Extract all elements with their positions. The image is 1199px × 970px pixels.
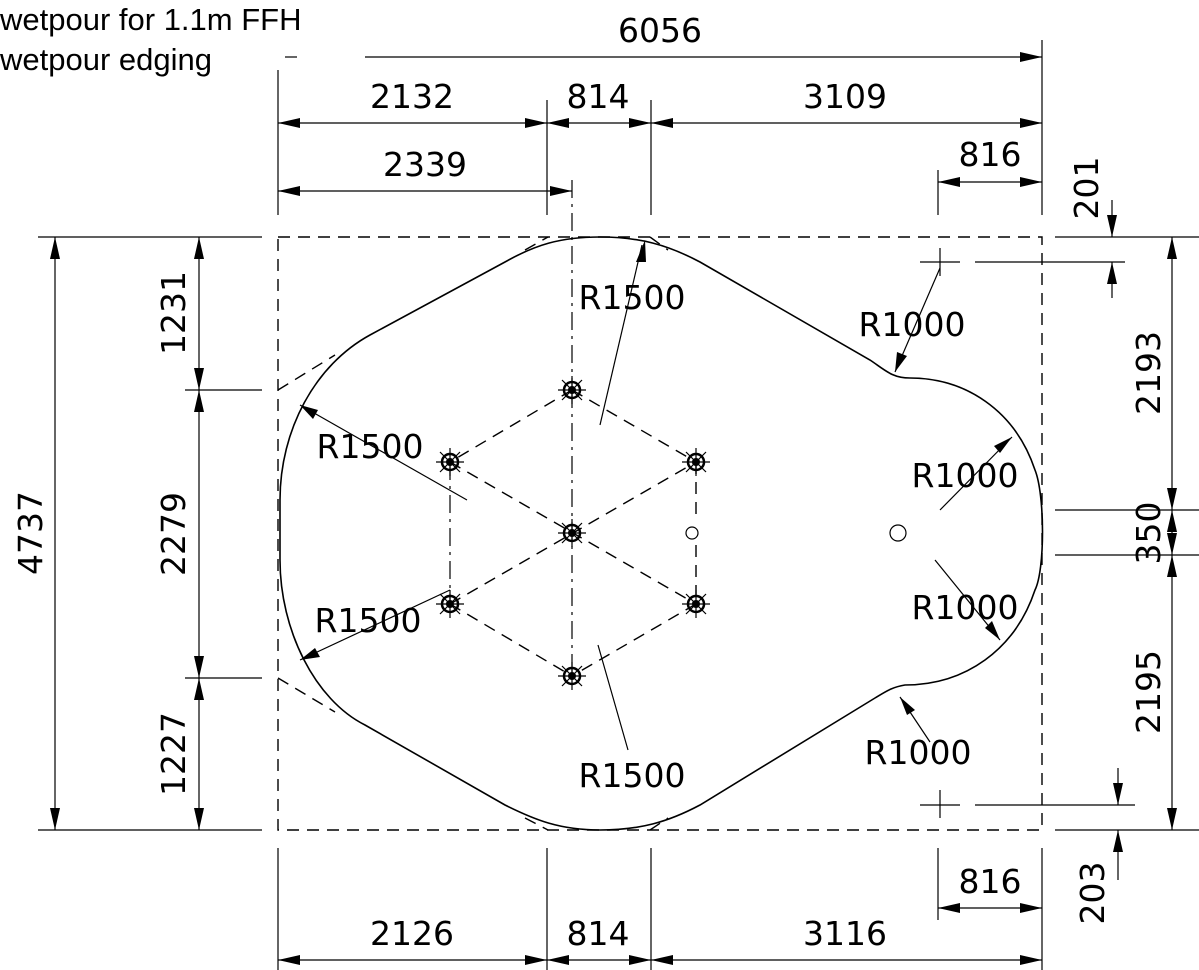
- dim-right-top: 2193: [1129, 331, 1168, 415]
- dim-top-left: 2132: [370, 77, 454, 116]
- radius-right-bottom: R1000: [865, 733, 972, 772]
- dim-top-right-offset: 816: [959, 135, 1022, 174]
- dim-left-mid: 2279: [154, 492, 193, 576]
- construction-line: [277, 677, 336, 713]
- radius-leaders: [299, 240, 1013, 751]
- dim-left-overall: 4737: [11, 491, 50, 575]
- note-wetpour-edging: wetpour edging: [0, 42, 212, 77]
- radius-bottom-center: R1500: [579, 756, 686, 795]
- top-right-vertical-dimension: [975, 200, 1199, 298]
- construction-line: [277, 354, 336, 391]
- post-upper-left: [434, 446, 466, 478]
- dim-bottom-right-vertical: 203: [1073, 862, 1112, 925]
- construction-line: [649, 817, 669, 831]
- small-post-circle: [685, 526, 699, 540]
- dim-bottom-right-offset: 816: [959, 862, 1022, 901]
- note-wetpour-ffh: wetpour for 1.1m FFH: [0, 2, 301, 37]
- dim-left-bottom: 1227: [154, 712, 193, 796]
- radius-right-upper: R1000: [912, 456, 1019, 495]
- frame-lines: [449, 180, 697, 677]
- post-top: [556, 374, 588, 406]
- bottom-dimensions: [277, 848, 1043, 970]
- dim-bottom-right: 3116: [803, 914, 887, 953]
- dim-top-center-offset: 2339: [383, 145, 467, 184]
- center-point-circle: [889, 524, 907, 542]
- post-center: [556, 517, 588, 549]
- dim-top-right-vertical: 201: [1067, 157, 1106, 220]
- dim-right-mid: 350: [1129, 502, 1168, 565]
- left-dimensions: [38, 236, 262, 831]
- post-lower-right: [680, 588, 712, 620]
- radius-top-center: R1500: [579, 278, 686, 317]
- bottom-right-vertical-dimension: [975, 768, 1135, 880]
- construction-line: [524, 236, 549, 251]
- radius-left-lower: R1500: [315, 601, 422, 640]
- construction-line: [649, 236, 669, 251]
- dim-bottom-mid: 814: [567, 914, 630, 953]
- construction-line: [524, 817, 549, 831]
- dim-left-top: 1231: [154, 271, 193, 355]
- dim-top-mid: 814: [567, 77, 630, 116]
- dim-top-right: 3109: [803, 77, 887, 116]
- wetpour-outline: [279, 236, 1044, 831]
- dim-right-bottom: 2195: [1129, 650, 1168, 734]
- top-dimensions: [277, 40, 1043, 215]
- right-dimensions: [1055, 237, 1199, 831]
- dim-overall-width: 6056: [618, 11, 702, 50]
- radius-right-lower: R1000: [912, 588, 1019, 627]
- radius-left-upper: R1500: [317, 427, 424, 466]
- radius-right-top: R1000: [859, 305, 966, 344]
- post-bottom: [556, 660, 588, 692]
- dim-bottom-left: 2126: [370, 914, 454, 953]
- post-upper-right: [680, 446, 712, 478]
